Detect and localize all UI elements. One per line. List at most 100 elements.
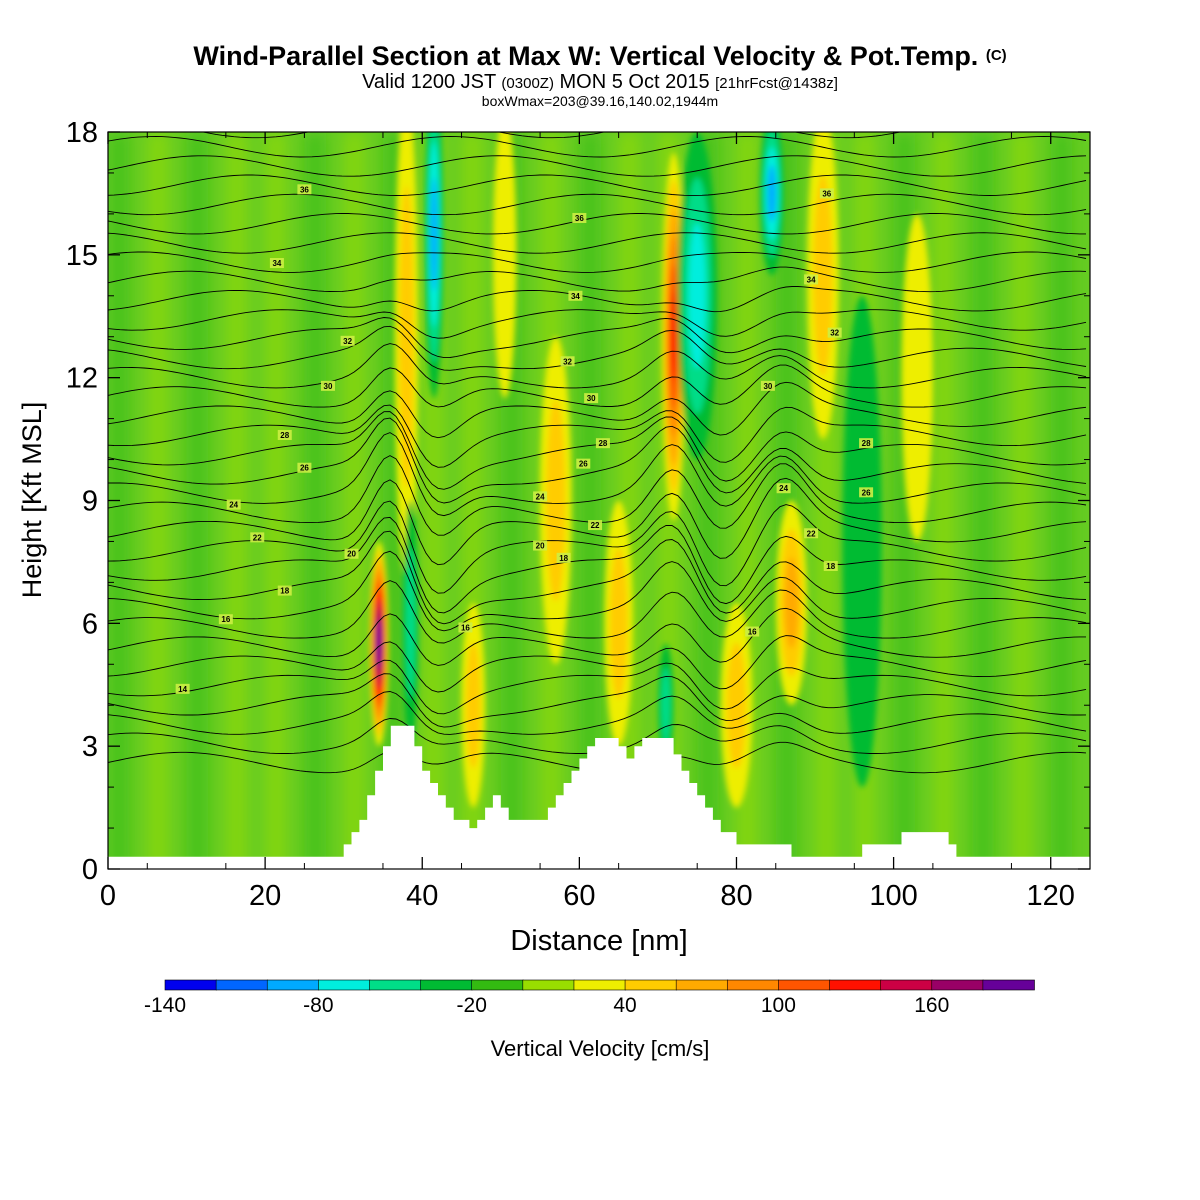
- colorbar-swatch: [164, 979, 217, 991]
- theta-contour: [108, 691, 1087, 735]
- theta-label-bg: [760, 380, 775, 391]
- theta-contour-label: 16: [458, 622, 473, 633]
- theta-label-text: 18: [280, 587, 289, 596]
- theta-contour: [108, 266, 1087, 293]
- theta-label-text: 28: [280, 431, 289, 440]
- colorbar-label: Vertical Velocity [cm/s]: [490, 1036, 710, 1061]
- theta-contour: [108, 417, 1087, 504]
- theta-contour-label: 20: [533, 540, 548, 551]
- updraft-column: [461, 602, 486, 808]
- theta-label-text: 18: [559, 554, 568, 563]
- colorbar-tick-label: 40: [613, 994, 636, 1017]
- theta-contour-label: 22: [588, 520, 603, 531]
- theta-contour: [108, 364, 1087, 408]
- downdraft-column: [424, 132, 444, 399]
- theta-contour-label: 28: [859, 438, 874, 449]
- theta-label-text: 22: [591, 521, 600, 530]
- colorbar-tick-label: -140: [144, 994, 186, 1017]
- theta-contour: [108, 343, 1087, 389]
- valid-fcst: [21hrFcst@1438z]: [715, 75, 838, 92]
- theta-contour-label: 22: [804, 528, 819, 539]
- colorbar-swatch: [420, 979, 473, 991]
- theta-contour: [108, 193, 1087, 216]
- theta-label-bg: [533, 491, 548, 502]
- theta-label-bg: [823, 561, 838, 572]
- downdraft-column: [842, 295, 882, 788]
- theta-contour: [108, 325, 1087, 371]
- chart-title: Wind-Parallel Section at Max W: Vertical…: [0, 40, 1200, 72]
- theta-label-text: 24: [536, 492, 545, 501]
- theta-label-text: 26: [862, 488, 871, 497]
- updraft-core: [609, 547, 628, 699]
- downdraft-core: [405, 547, 416, 699]
- theta-contour: [108, 516, 1087, 614]
- theta-contour: [108, 174, 1087, 196]
- theta-label-bg: [560, 356, 575, 367]
- theta-contour: [108, 607, 1086, 666]
- theta-label-text: 22: [253, 533, 262, 542]
- updraft-core: [670, 292, 677, 382]
- colorbar-swatch: [726, 979, 780, 991]
- theta-label-bg: [595, 438, 610, 449]
- theta-label-bg: [576, 458, 591, 469]
- theta-contour: [108, 251, 1087, 273]
- theta-label-bg: [827, 327, 842, 338]
- theta-label-bg: [568, 290, 583, 301]
- theta-label-text: 18: [826, 562, 835, 571]
- theta-contour-label: 24: [226, 499, 241, 510]
- colorbar-swatch: [522, 979, 575, 991]
- downdraft-column: [677, 132, 717, 460]
- theta-contour-label: 32: [340, 335, 355, 346]
- theta-contour-label: 34: [568, 290, 583, 301]
- x-tick-label: 60: [563, 880, 595, 912]
- updraft-core: [399, 185, 414, 488]
- valid-date: MON 5 Oct 2015: [559, 71, 710, 93]
- colorbar-tick-label: 160: [914, 994, 949, 1017]
- chart-title-main: Wind-Parallel Section at Max W: Vertical…: [193, 41, 979, 71]
- theta-contour-label: 24: [533, 491, 548, 502]
- downdraft-core: [688, 222, 706, 369]
- theta-label-text: 36: [575, 214, 584, 223]
- updraft-column: [394, 132, 419, 583]
- theta-contour-label: 16: [745, 626, 760, 637]
- theta-label-bg: [584, 393, 599, 404]
- updraft-core: [901, 213, 933, 542]
- theta-label-text: 32: [563, 357, 572, 366]
- theta-contour-label: 18: [556, 552, 571, 563]
- theta-label-text: 26: [579, 460, 588, 469]
- colorbar-swatch: [266, 979, 320, 991]
- x-axis-label: Distance [nm]: [510, 925, 687, 957]
- updraft-core: [376, 628, 383, 660]
- theta-contour-label: 20: [344, 548, 359, 559]
- y-tick-label: 9: [82, 486, 98, 518]
- theta-label-bg: [218, 614, 233, 625]
- theta-label-bg: [859, 438, 874, 449]
- theta-contour: [108, 432, 1087, 517]
- y-tick-label: 0: [82, 854, 98, 886]
- valid-prefix: Valid 1200 JST: [362, 71, 496, 93]
- updraft-column: [901, 213, 933, 542]
- updraft-core: [813, 174, 833, 377]
- theta-contour: [108, 550, 1087, 632]
- theta-label-text: 14: [178, 685, 187, 694]
- theta-label-bg: [556, 552, 571, 563]
- theta-label-text: 16: [221, 615, 230, 624]
- title-block: Wind-Parallel Section at Max W: Vertical…: [0, 40, 1200, 108]
- texture-stripe: [1011, 132, 1034, 869]
- theta-label-text: 28: [862, 439, 871, 448]
- colorbar-swatch: [675, 979, 729, 991]
- theta-label-text: 20: [347, 550, 356, 559]
- theta-label-text: 36: [822, 189, 831, 198]
- theta-label-bg: [320, 380, 335, 391]
- theta-contour-label: 24: [776, 483, 791, 494]
- y-tick-label: 6: [82, 608, 98, 640]
- theta-contour-label: 36: [819, 188, 834, 199]
- theta-contour-labels: 14 16 16 16 18 18 18 20 20 22 22 22 24 24 24 26 26 26 28 28…: [175, 184, 874, 694]
- valid-zulu: (0300Z): [501, 75, 554, 92]
- colorbar: -140 -80 -20 40 100 160: [144, 979, 1035, 1017]
- theta-label-text: 16: [461, 623, 470, 632]
- theta-contour: [108, 286, 1087, 313]
- theta-label-text: 32: [830, 329, 839, 338]
- texture-stripe: [932, 132, 955, 869]
